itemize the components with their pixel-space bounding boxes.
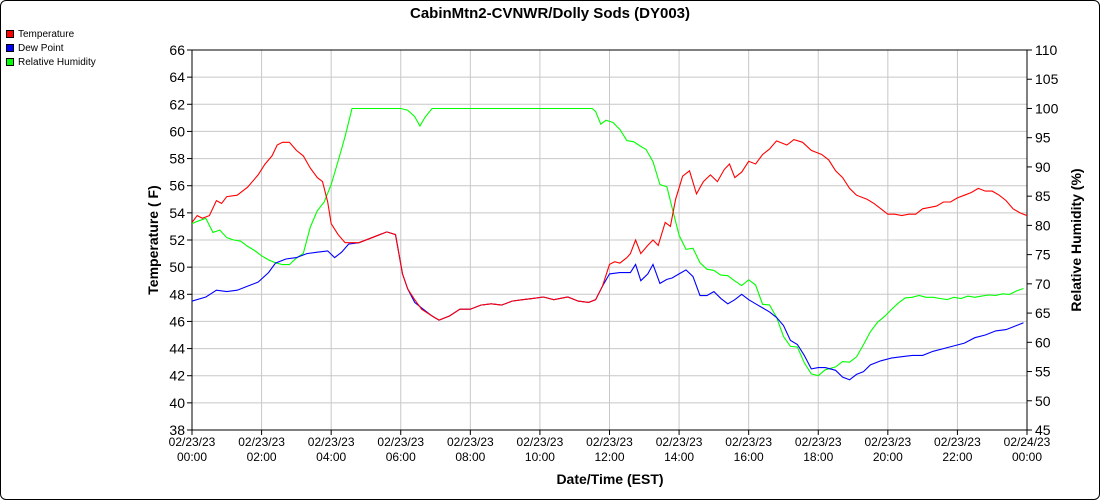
x-tick-time: 18:00 bbox=[803, 450, 833, 464]
left-tick-label: 46 bbox=[169, 313, 185, 329]
x-tick-time: 00:00 bbox=[1012, 450, 1042, 464]
left-axis-ticks: 38 40 42 44 46 48 50 52 54 56 58 60 62 64 66 bbox=[169, 42, 192, 438]
x-tick-date: 02/24/23 bbox=[1004, 435, 1051, 449]
left-tick-label: 52 bbox=[169, 232, 185, 248]
left-tick-label: 38 bbox=[169, 422, 185, 438]
right-tick-label: 95 bbox=[1035, 130, 1051, 146]
left-tick-label: 44 bbox=[169, 341, 185, 357]
x-axis-label: Date/Time (EST) bbox=[556, 471, 663, 487]
legend: Temperature Dew Point Relative Humidity bbox=[6, 27, 96, 69]
chart-title: CabinMtn2-CVNWR/Dolly Sods (DY003) bbox=[410, 5, 690, 22]
legend-swatch-temperature bbox=[6, 30, 14, 38]
right-tick-label: 105 bbox=[1035, 71, 1059, 87]
right-tick-label: 65 bbox=[1035, 305, 1051, 321]
legend-swatch-dew-point bbox=[6, 44, 14, 52]
right-tick-label: 60 bbox=[1035, 334, 1051, 350]
legend-item-dew-point: Dew Point bbox=[6, 41, 96, 55]
right-tick-label: 50 bbox=[1035, 393, 1051, 409]
x-tick-time: 00:00 bbox=[177, 450, 207, 464]
right-tick-label: 90 bbox=[1035, 159, 1051, 175]
right-tick-label: 100 bbox=[1035, 100, 1059, 116]
right-tick-label: 85 bbox=[1035, 188, 1051, 204]
legend-swatch-relative-humidity bbox=[6, 58, 14, 66]
x-tick-time: 20:00 bbox=[873, 450, 903, 464]
x-tick-date: 02/23/23 bbox=[934, 435, 981, 449]
x-axis-ticks: 02/23/2300:0002/23/2302:0002/23/2304:000… bbox=[169, 430, 1051, 464]
left-tick-label: 62 bbox=[169, 96, 185, 112]
x-tick-time: 16:00 bbox=[734, 450, 764, 464]
left-tick-label: 56 bbox=[169, 178, 185, 194]
series-line-dew-point bbox=[192, 231, 1024, 381]
legend-label-relative-humidity: Relative Humidity bbox=[18, 56, 96, 68]
series-line-temperature bbox=[192, 138, 1027, 321]
x-tick-date: 02/23/23 bbox=[656, 435, 703, 449]
x-tick-time: 06:00 bbox=[386, 450, 416, 464]
left-tick-label: 66 bbox=[169, 42, 185, 58]
x-tick-date: 02/23/23 bbox=[238, 435, 285, 449]
right-tick-label: 45 bbox=[1035, 422, 1051, 438]
x-tick-time: 10:00 bbox=[525, 450, 555, 464]
left-tick-label: 64 bbox=[169, 69, 185, 85]
legend-label-temperature: Temperature bbox=[18, 28, 75, 40]
x-tick-date: 02/23/23 bbox=[517, 435, 564, 449]
left-tick-label: 50 bbox=[169, 259, 185, 275]
left-tick-label: 58 bbox=[169, 151, 185, 167]
series-line-relative-humidity bbox=[192, 107, 1024, 377]
x-tick-time: 12:00 bbox=[594, 450, 624, 464]
left-tick-label: 54 bbox=[169, 205, 185, 221]
x-tick-date: 02/23/23 bbox=[447, 435, 494, 449]
legend-label-dew-point: Dew Point bbox=[18, 42, 64, 54]
x-tick-time: 04:00 bbox=[316, 450, 346, 464]
right-axis-ticks: 45 50 55 60 65 70 75 80 85 90 95 100 105 110 bbox=[1027, 42, 1059, 438]
x-tick-date: 02/23/23 bbox=[169, 435, 216, 449]
x-tick-date: 02/23/23 bbox=[725, 435, 772, 449]
left-tick-label: 48 bbox=[169, 286, 185, 302]
left-tick-label: 40 bbox=[169, 395, 185, 411]
x-tick-date: 02/23/23 bbox=[864, 435, 911, 449]
left-axis-label: Temperature ( F) bbox=[145, 185, 161, 294]
x-tick-time: 08:00 bbox=[455, 450, 485, 464]
left-tick-label: 60 bbox=[169, 123, 185, 139]
x-tick-date: 02/23/23 bbox=[795, 435, 842, 449]
left-tick-label: 42 bbox=[169, 368, 185, 384]
right-tick-label: 70 bbox=[1035, 276, 1051, 292]
right-axis-label: Relative Humidity (%) bbox=[1068, 168, 1084, 311]
series-layer bbox=[192, 107, 1027, 381]
right-tick-label: 110 bbox=[1035, 42, 1058, 58]
right-tick-label: 75 bbox=[1035, 247, 1051, 263]
legend-item-relative-humidity: Relative Humidity bbox=[6, 55, 96, 69]
grid bbox=[191, 49, 1028, 431]
x-tick-time: 14:00 bbox=[664, 450, 694, 464]
x-tick-time: 22:00 bbox=[942, 450, 972, 464]
right-tick-label: 80 bbox=[1035, 217, 1051, 233]
x-tick-date: 02/23/23 bbox=[586, 435, 633, 449]
x-tick-time: 02:00 bbox=[247, 450, 277, 464]
right-tick-label: 55 bbox=[1035, 364, 1051, 380]
x-tick-date: 02/23/23 bbox=[308, 435, 355, 449]
legend-item-temperature: Temperature bbox=[6, 27, 96, 41]
x-tick-date: 02/23/23 bbox=[377, 435, 424, 449]
